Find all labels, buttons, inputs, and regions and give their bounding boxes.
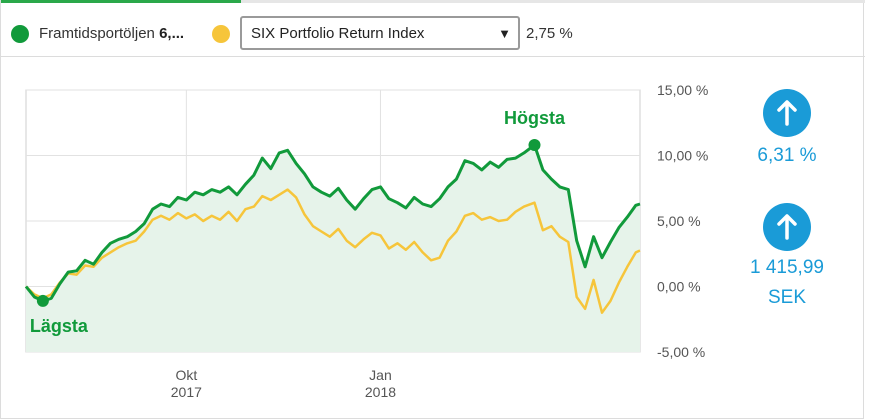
annotations: Högsta Lägsta	[30, 108, 566, 336]
amount-unit: SEK	[767, 287, 807, 308]
index-value: 2,75 %	[526, 25, 573, 42]
annotation-label: Lägsta	[30, 316, 89, 336]
x-tick-label: Jan	[369, 367, 392, 383]
return-up-button[interactable]	[763, 89, 811, 137]
arrow-up-icon	[777, 100, 797, 126]
portfolio-fill-area	[26, 145, 640, 352]
x-tick-label: Okt	[175, 367, 197, 383]
y-tick-label: 5,00 %	[657, 213, 701, 229]
y-tick-label: 15,00 %	[657, 82, 708, 98]
amount-value: 1 415,99	[750, 257, 824, 278]
annotation-marker	[36, 294, 49, 307]
portfolio-value: 6,...	[159, 25, 185, 42]
index-select-value: SIX Portfolio Return Index	[251, 25, 425, 42]
caret-down-icon: ▼	[498, 26, 511, 41]
portfolio-legend-label: Framtidsportöljen 6,...	[39, 25, 184, 43]
annotation-label: Högsta	[504, 108, 566, 128]
portfolio-color-dot	[11, 25, 29, 43]
legend-row: Framtidsportöljen 6,... SIX Portfolio Re…	[1, 3, 865, 57]
annotation-marker	[528, 139, 541, 152]
y-axis-labels: 15,00 % 10,00 % 5,00 % 0,00 % -5,00 %	[657, 82, 708, 360]
index-color-dot	[212, 25, 230, 43]
x-tick-label-year: 2017	[171, 384, 202, 400]
y-tick-label: 10,00 %	[657, 148, 708, 164]
index-select[interactable]: SIX Portfolio Return Index ▼	[240, 16, 520, 50]
y-tick-label: -5,00 %	[657, 344, 705, 360]
portfolio-series-line	[24, 143, 641, 303]
arrow-up-icon	[777, 214, 797, 240]
tab-rule	[241, 0, 865, 3]
amount-up-button[interactable]	[763, 203, 811, 251]
index-series-line	[25, 188, 641, 314]
x-tick-label-year: 2018	[365, 384, 396, 400]
performance-chart: 15,00 %10,00 %5,00 %0,00 %-5,00 % Okt201…	[24, 82, 708, 400]
y-tick-label: 0,00 %	[657, 279, 701, 295]
active-tab-indicator	[1, 0, 241, 3]
return-value: 6,31 %	[757, 145, 817, 166]
portfolio-name: Framtidsportöljen	[39, 25, 155, 42]
